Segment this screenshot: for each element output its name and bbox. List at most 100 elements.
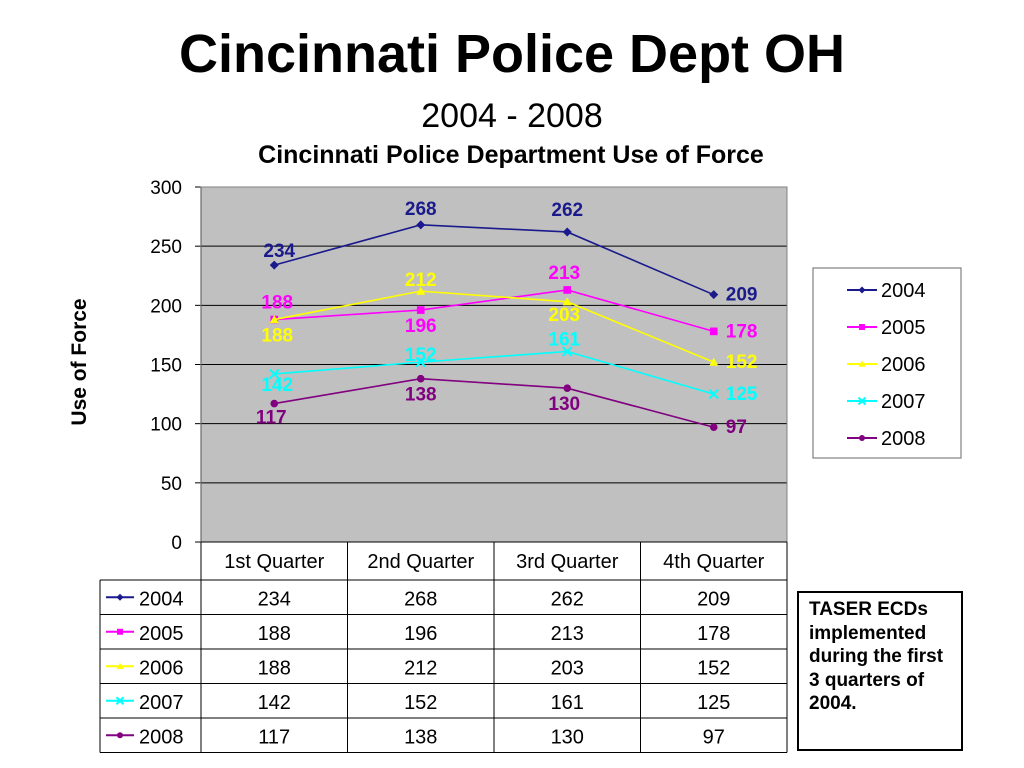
table-cell: 152 <box>697 657 730 679</box>
table-cell: 97 <box>703 726 725 748</box>
data-point <box>269 315 279 324</box>
data-point <box>563 286 572 294</box>
table-cell: 138 <box>404 726 437 748</box>
y-tick-label: 150 <box>150 356 182 377</box>
y-tick-label: 250 <box>150 237 182 258</box>
data-label: 209 <box>726 285 758 306</box>
data-point <box>708 388 719 400</box>
slide-subtitle: 2004 - 2008 <box>421 97 603 135</box>
data-point <box>858 286 866 294</box>
data-label: 125 <box>726 384 758 405</box>
y-tick-label: 50 <box>161 474 182 495</box>
data-label: 138 <box>405 385 437 406</box>
data-point <box>709 290 719 300</box>
category-label: 1st Quarter <box>224 551 324 573</box>
table-cell: 262 <box>551 588 584 610</box>
table-cell: 196 <box>404 623 437 645</box>
table-cell: 130 <box>551 726 584 748</box>
y-tick-label: 100 <box>150 415 182 436</box>
taser-note: TASER ECDs implemented during the first … <box>797 591 963 751</box>
data-point <box>269 260 279 270</box>
data-point <box>117 732 123 739</box>
table-row-label: 2008 <box>139 726 184 748</box>
data-label: 213 <box>548 263 580 284</box>
data-point <box>562 297 572 306</box>
table-cell: 234 <box>258 588 291 610</box>
data-point <box>709 327 718 336</box>
data-label: 268 <box>405 199 437 220</box>
legend-label: 2006 <box>881 354 926 376</box>
legend-label: 2005 <box>881 317 926 339</box>
data-label: 142 <box>261 375 293 396</box>
data-label: 161 <box>548 329 580 350</box>
data-label: 117 <box>256 408 287 429</box>
data-label: 212 <box>405 270 437 291</box>
table-row-label: 2005 <box>139 623 184 645</box>
series-line-2008 <box>274 377 714 428</box>
category-label: 4th Quarter <box>663 551 765 573</box>
data-point <box>416 286 426 295</box>
data-point <box>709 357 719 366</box>
data-point <box>117 628 123 635</box>
data-point <box>709 423 718 432</box>
data-label: 130 <box>548 394 580 415</box>
table-cell: 178 <box>697 623 730 645</box>
series-line-2007 <box>274 350 714 395</box>
slide-title: Cincinnati Police Dept OH <box>178 24 846 84</box>
table-cell: 188 <box>258 657 291 679</box>
data-point <box>857 396 867 406</box>
table-cell: 142 <box>258 692 291 714</box>
data-point <box>858 360 866 367</box>
data-label: 188 <box>261 326 293 347</box>
table-cell: 188 <box>258 623 291 645</box>
series-line-2004 <box>274 224 715 296</box>
chart-title: Cincinnati Police Department Use of Forc… <box>258 141 764 169</box>
data-point <box>562 227 572 237</box>
data-point <box>270 399 279 408</box>
series-lines <box>269 220 719 432</box>
table-cell: 161 <box>551 692 584 714</box>
table-row-label: 2004 <box>139 588 184 610</box>
data-label: 188 <box>261 293 293 314</box>
table-cell: 209 <box>697 588 730 610</box>
table-cell: 203 <box>551 657 584 679</box>
table-cell: 125 <box>697 692 730 714</box>
series-line-2006 <box>274 290 715 363</box>
data-point <box>416 306 425 314</box>
legend: 2004 2005 2006 2007 2008 <box>812 267 962 459</box>
data-point <box>859 435 865 441</box>
y-tick-label: 200 <box>150 296 182 317</box>
data-table: 1st Quarter 2nd Quarter 3rd Quarter 4th Qua… <box>99 541 788 753</box>
table-cell: 117 <box>258 726 290 748</box>
legend-label: 2007 <box>881 391 926 413</box>
data-label: 152 <box>405 345 437 366</box>
table-row-label: 2006 <box>139 657 184 679</box>
data-label: 203 <box>548 305 580 326</box>
table-cell: 152 <box>404 692 437 714</box>
y-tick-label: 0 <box>171 533 182 554</box>
table-cell: 268 <box>404 588 437 610</box>
data-point <box>115 696 125 705</box>
data-point <box>415 356 426 368</box>
legend-box <box>812 267 962 459</box>
data-point <box>116 593 124 601</box>
data-label: 262 <box>551 200 583 221</box>
data-point <box>416 220 426 230</box>
table-row-label: 2007 <box>139 692 184 714</box>
table-cell: 212 <box>404 657 437 679</box>
data-point <box>416 374 425 383</box>
data-point <box>562 346 573 357</box>
data-label: 234 <box>263 241 295 262</box>
data-label: 97 <box>726 417 747 438</box>
category-label: 2nd Quarter <box>367 551 474 573</box>
data-point <box>116 662 124 670</box>
data-point <box>859 324 865 330</box>
y-axis-title: Use of Force <box>68 298 91 425</box>
legend-label: 2004 <box>881 280 926 302</box>
data-labels: 234 268 262 209 188 196 213 178 188 212 203 152 142 1… <box>256 199 758 438</box>
series-line-2005 <box>274 289 714 333</box>
data-label: 178 <box>726 321 758 342</box>
data-label: 196 <box>405 316 437 337</box>
data-point <box>269 368 280 380</box>
